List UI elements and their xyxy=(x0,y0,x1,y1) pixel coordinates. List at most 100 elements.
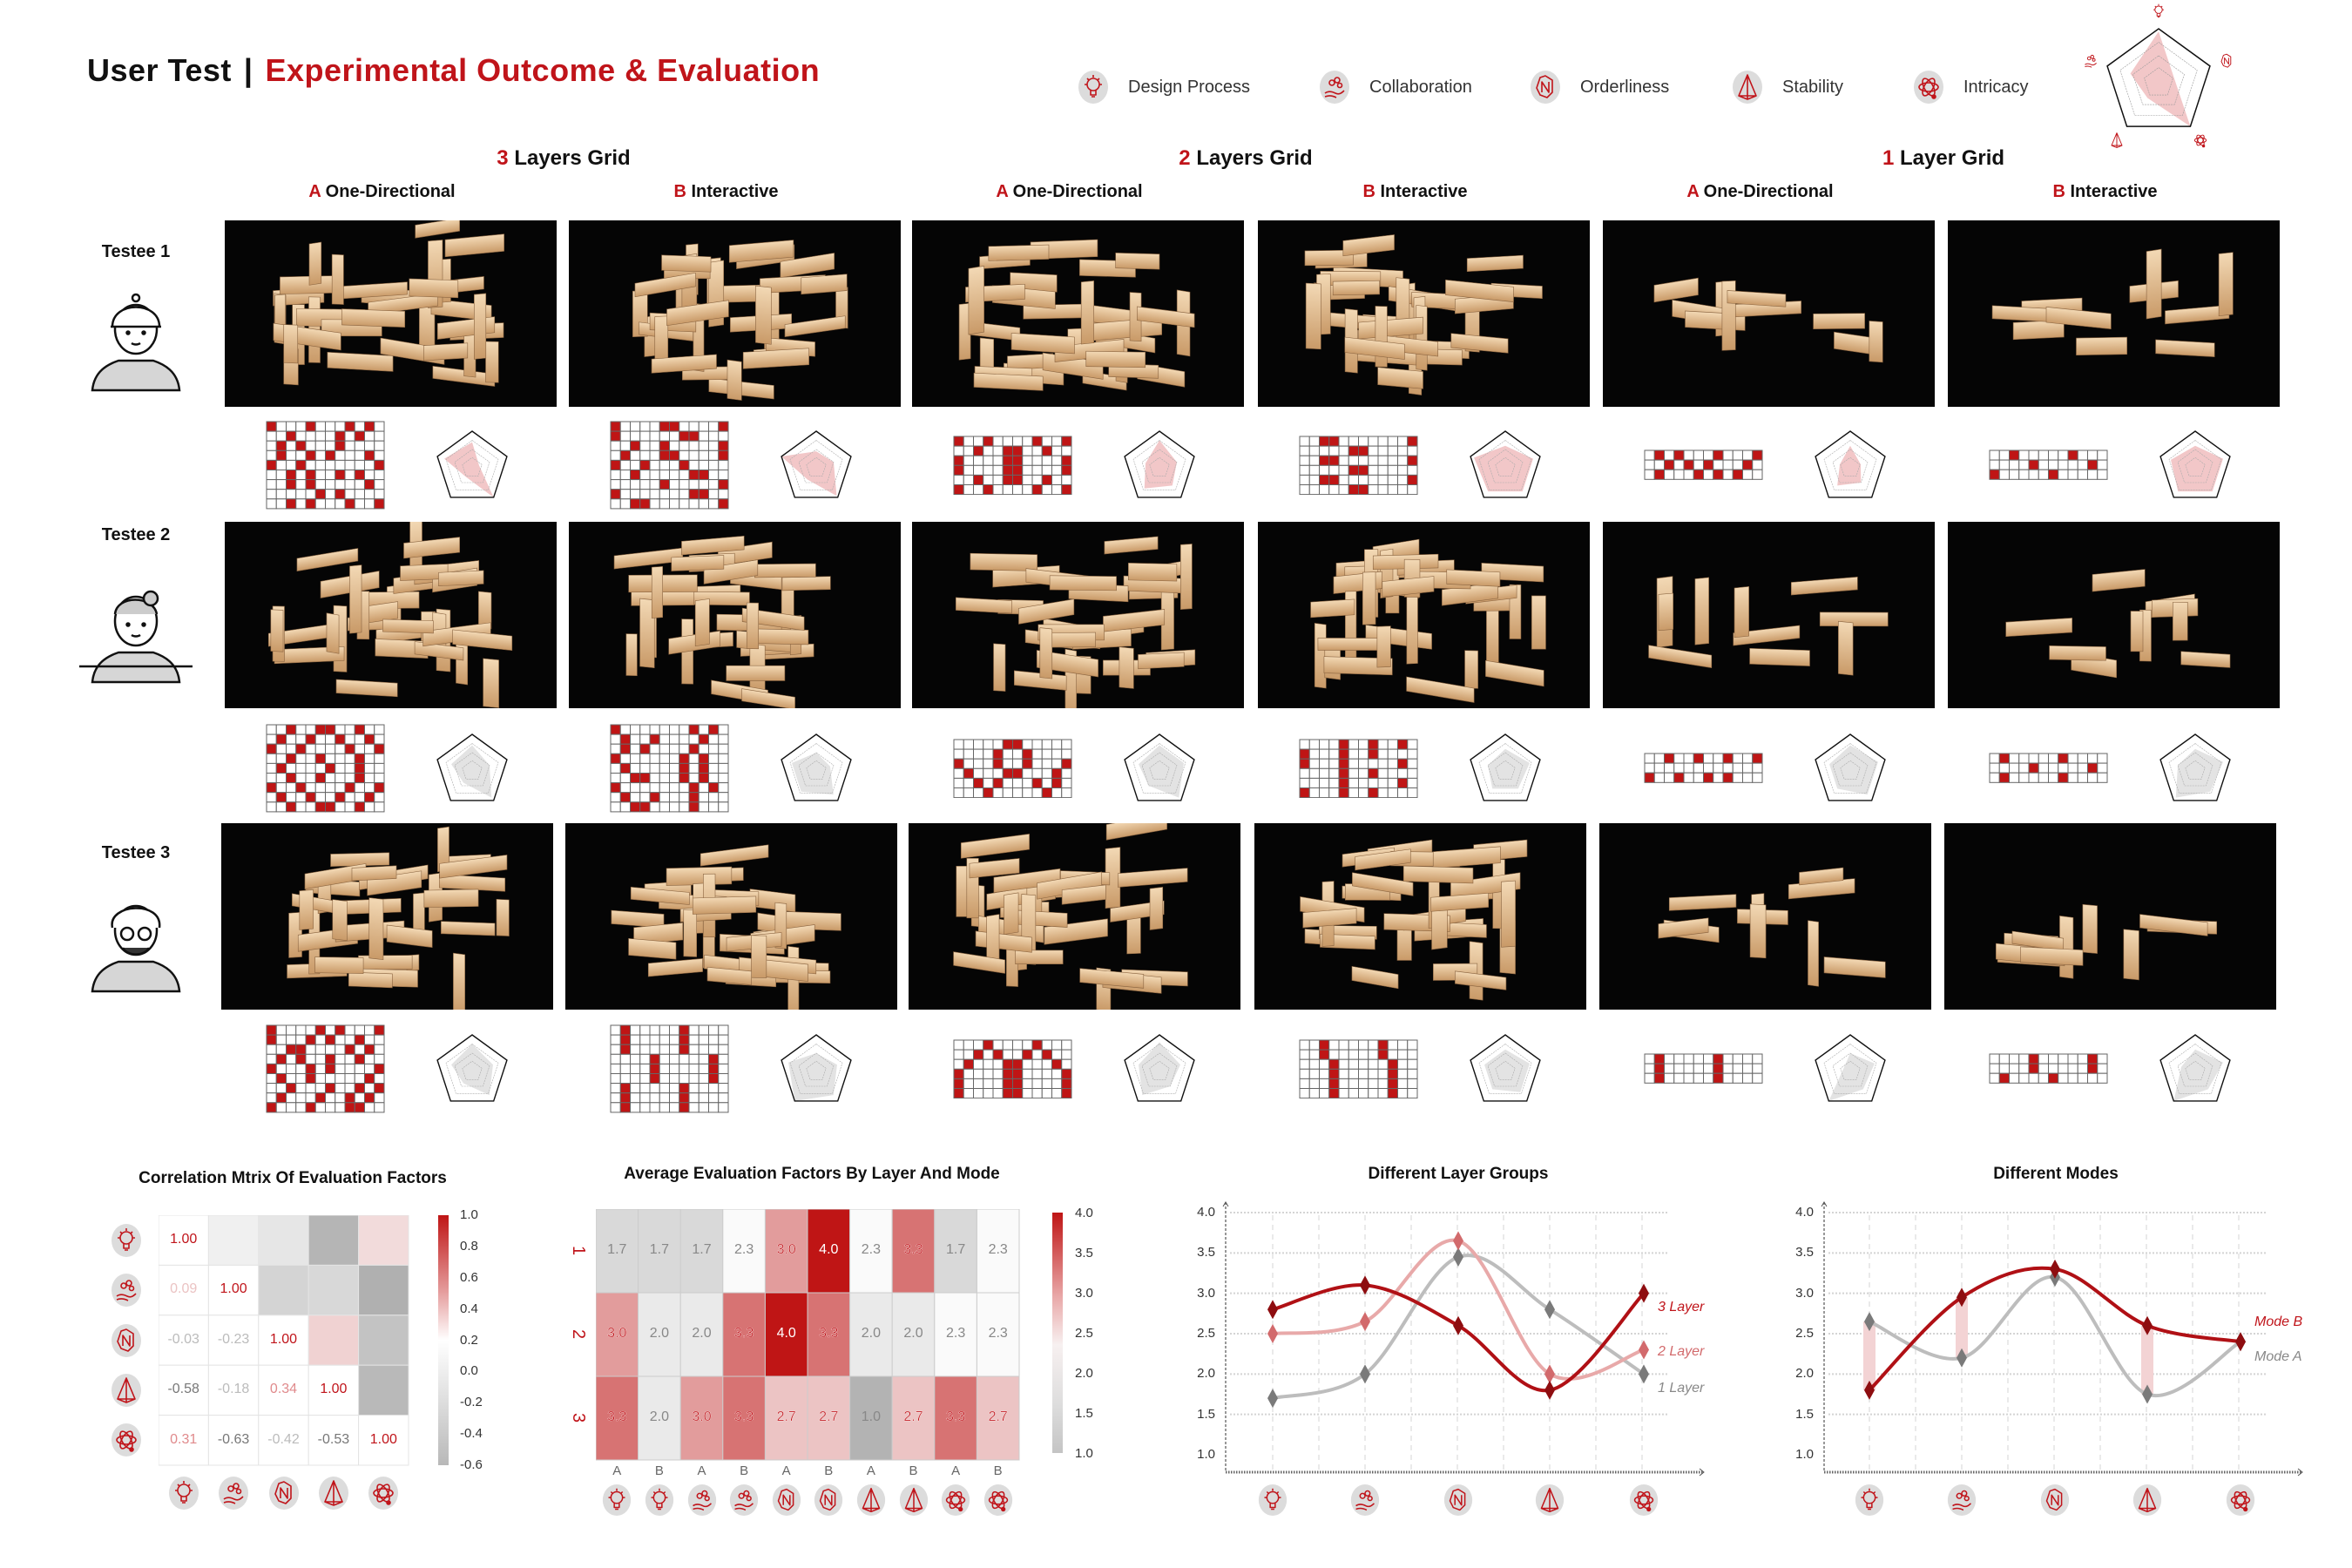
wood-blocks xyxy=(273,220,504,387)
grid-cell xyxy=(659,782,670,794)
grid-cell xyxy=(1998,459,2010,471)
grid-cell xyxy=(1989,459,2000,471)
grid-cell xyxy=(344,449,355,461)
grid-cell xyxy=(334,762,345,774)
radar-chart xyxy=(436,430,508,498)
grid-cell xyxy=(1041,455,1052,466)
heat-cell xyxy=(679,1292,724,1377)
grid-cell xyxy=(324,792,335,803)
orderliness-icon xyxy=(772,1484,801,1517)
grid-cell xyxy=(1299,445,1310,456)
grid-cell xyxy=(363,479,375,490)
grid-cell xyxy=(1308,474,1320,485)
grid-cell xyxy=(1673,1063,1684,1075)
grid-cell xyxy=(1011,483,1023,495)
grid-cell xyxy=(275,1092,287,1104)
radar-chart xyxy=(1124,430,1195,498)
corr-value: 0.31 xyxy=(170,1431,198,1447)
grid-cell xyxy=(1031,436,1043,447)
radar-wrap xyxy=(2152,1024,2239,1112)
grid-cell xyxy=(1021,464,1032,476)
grid-cell xyxy=(285,724,296,735)
intricacy-icon xyxy=(983,1484,1012,1517)
grid-cell xyxy=(1396,1039,1408,1051)
grid-cell xyxy=(314,1024,326,1036)
grid-cell xyxy=(1683,1053,1694,1064)
grid-cell xyxy=(1741,762,1753,774)
grid-cell xyxy=(373,724,384,735)
grid-cell xyxy=(1338,1087,1349,1098)
layout-grid xyxy=(1299,1039,1417,1098)
col-label: A xyxy=(781,1463,791,1478)
grid-cell xyxy=(1318,436,1329,447)
grid-cell xyxy=(953,787,964,798)
grid-cell xyxy=(1051,1087,1062,1098)
orderliness-icon xyxy=(2220,53,2232,68)
grid-cell xyxy=(982,1058,993,1070)
layout-grid-wrap xyxy=(1644,753,1763,787)
radar-chart xyxy=(781,733,852,801)
grid-cell xyxy=(659,1034,670,1045)
heat-cell xyxy=(891,1375,936,1461)
grid-cell xyxy=(1041,445,1052,456)
group-header: 3 Layers Grid xyxy=(497,146,630,171)
grid-cell xyxy=(1377,464,1389,476)
grid-cell xyxy=(1348,758,1359,769)
grid-cell xyxy=(678,1053,689,1064)
correlation-matrix-wrap: 1.00 0.09 1.00 -0.03 -0.23 1.00 -0.58 -0.18 0.34… xyxy=(158,1214,420,1477)
grid-cell xyxy=(707,743,719,754)
grid-cell xyxy=(678,1092,689,1104)
y-tick-label: 2.5 xyxy=(1795,1326,1814,1341)
col-label: B xyxy=(654,1463,664,1478)
grid-cell xyxy=(354,773,365,784)
grid-cell xyxy=(678,1063,689,1075)
grid-cell xyxy=(649,1083,660,1094)
intricacy-icon-wrap xyxy=(939,1484,972,1517)
colorbar-tick: 0.2 xyxy=(460,1332,478,1348)
grid-cell xyxy=(294,1083,306,1094)
grid-cell xyxy=(629,801,640,813)
grid-cell xyxy=(610,1092,621,1104)
grid-cell xyxy=(1308,748,1320,760)
grid-cell xyxy=(659,470,670,481)
grid-cell xyxy=(305,792,316,803)
grid-cell xyxy=(285,1044,296,1055)
radar-value-area xyxy=(451,745,492,798)
heat-value: 2.3 xyxy=(733,1242,754,1257)
grid-cell xyxy=(668,782,679,794)
grid-cell xyxy=(324,1092,335,1104)
grid-cell xyxy=(294,792,306,803)
grid-cell xyxy=(610,743,621,754)
grid-cell xyxy=(1406,464,1417,476)
grid-cell xyxy=(1299,1078,1310,1089)
stability-icon-wrap xyxy=(316,1476,351,1511)
grid-cell xyxy=(1702,753,1713,764)
grid-cell xyxy=(1357,483,1369,495)
grid-cell xyxy=(1318,1068,1329,1079)
grid-cell xyxy=(972,748,983,760)
grid-cell xyxy=(649,1044,660,1055)
grid-cell xyxy=(285,470,296,481)
line-chart-title: Different Modes xyxy=(1993,1165,2119,1183)
grid-cell xyxy=(707,1083,719,1094)
grid-cell xyxy=(963,474,974,485)
intricacy-icon-wrap xyxy=(366,1476,401,1511)
heat-value: 1.7 xyxy=(692,1242,712,1257)
grid-cell xyxy=(1338,1068,1349,1079)
x-axis-arrow xyxy=(1699,1468,1705,1477)
grid-cell xyxy=(2028,1053,2039,1064)
mode-label: One-Directional xyxy=(325,182,456,201)
grid-cell xyxy=(1396,474,1408,485)
grid-cell xyxy=(668,733,679,745)
grid-cell xyxy=(610,498,621,510)
grid-cell xyxy=(1751,1063,1762,1075)
radar-value-area xyxy=(1139,745,1184,798)
grid-cell xyxy=(1683,1073,1694,1085)
heat-value: 2.0 xyxy=(649,1326,670,1341)
grid-cell xyxy=(275,440,287,451)
grid-cell xyxy=(305,430,316,442)
grid-cell xyxy=(717,1053,728,1064)
grid-cell xyxy=(363,470,375,481)
avatar xyxy=(79,571,193,684)
grid-cell xyxy=(649,1073,660,1085)
